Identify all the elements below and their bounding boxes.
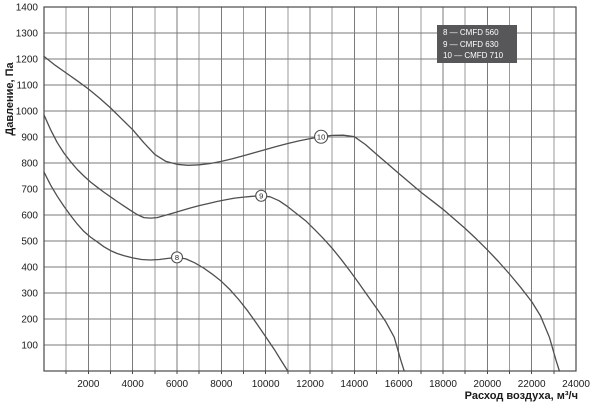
x-tick-label: 8000 <box>210 379 233 390</box>
x-tick-label: 14000 <box>340 379 368 390</box>
legend-item-cmfd-710: 10 — CMFD 710 <box>443 51 504 60</box>
y-tick-label: 100 <box>21 341 38 352</box>
curve-cmfd-710 <box>43 55 561 372</box>
x-tick-label: 2000 <box>77 379 100 390</box>
y-tick-label: 600 <box>21 211 38 222</box>
y-tick-label: 1000 <box>16 107 39 118</box>
y-tick-label: 900 <box>21 133 38 144</box>
x-tick-label: 16000 <box>385 379 413 390</box>
marker-number-8: 8 <box>175 253 179 262</box>
x-tick-label: 12000 <box>296 379 324 390</box>
y-axis-title: Давление, Па <box>4 62 16 136</box>
legend-item-cmfd-560: 8 — CMFD 560 <box>443 28 499 37</box>
x-tick-label: 18000 <box>429 379 457 390</box>
x-tick-label: 6000 <box>166 379 189 390</box>
y-tick-label: 200 <box>21 315 38 326</box>
y-tick-label: 1100 <box>16 81 38 92</box>
axis-ticks-and-labels: 2000 4000 6000 8000 10000 12000 14000 16000 1800… <box>16 3 591 391</box>
y-tick-label: 400 <box>21 263 38 274</box>
legend-item-cmfd-630: 9 — CMFD 630 <box>443 39 499 49</box>
plot-border <box>43 6 577 372</box>
x-tick-label: 20000 <box>473 379 501 390</box>
y-tick-label: 300 <box>21 289 38 300</box>
marker-number-10: 10 <box>317 133 325 142</box>
fan-curves <box>43 55 561 372</box>
marker-number-9: 9 <box>259 192 263 201</box>
x-tick-label: 4000 <box>122 379 145 390</box>
marker-circle-9 <box>255 189 268 202</box>
x-axis-title: Расход воздуха, м³/ч <box>465 390 578 402</box>
legend: 8 — CMFD 560 9 — CMFD 630 10 — CMFD 710 <box>437 25 517 63</box>
marker-circle-10 <box>314 129 329 144</box>
x-tick-label: 10000 <box>252 379 280 390</box>
y-tick-label: 500 <box>21 237 38 248</box>
y-tick-label: 1300 <box>16 29 39 40</box>
curve-cmfd-630 <box>43 114 405 372</box>
grid-lines <box>44 7 576 371</box>
y-tick-label: 1400 <box>16 3 39 14</box>
marker-circle-8 <box>170 251 184 264</box>
curve-number-markers: 8 9 10 <box>170 129 329 264</box>
x-tick-label: 22000 <box>518 379 546 390</box>
y-tick-label: 700 <box>21 185 38 196</box>
x-tick-label: 24000 <box>562 379 590 390</box>
y-tick-label: 800 <box>21 159 38 170</box>
curve-cmfd-560 <box>43 171 289 372</box>
y-tick-label: 1200 <box>16 55 39 66</box>
